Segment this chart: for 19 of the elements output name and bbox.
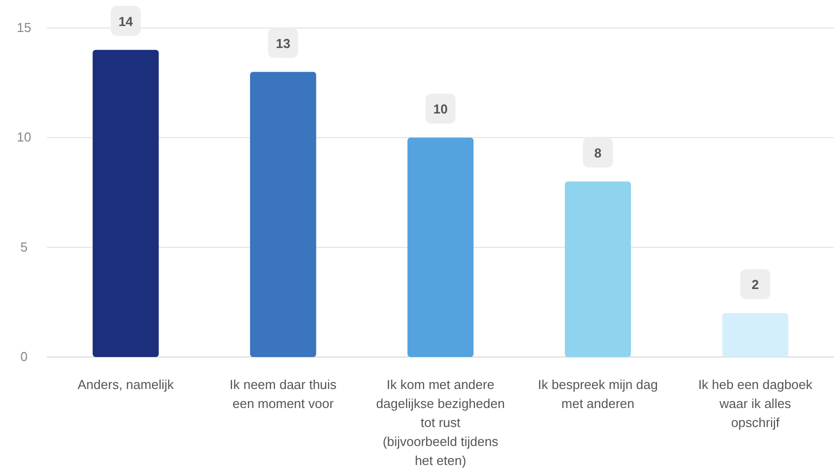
data-label: 2 [752,277,759,292]
x-tick-label: Ik kom met andere dagelijkse bezigheden tot rust (bijvoorbeeld tijdens het eten) [376,377,505,468]
bar [722,313,788,357]
y-tick-label: 15 [16,20,32,35]
y-tick-label: 5 [20,239,28,254]
data-label: 14 [118,14,134,29]
data-label: 13 [276,36,290,51]
y-tick-label: 0 [20,349,28,364]
bar [92,50,159,357]
data-label: 8 [594,146,602,161]
x-tick-label: Anders, namelijk [78,377,174,392]
bar [407,138,474,357]
x-tick-label: Ik neem daar thuis een moment voor [230,377,338,411]
data-label: 10 [433,102,448,117]
x-tick-label: Ik bespreek mijn dag met anderen [538,377,658,411]
bar [250,72,316,357]
bar [564,182,631,357]
y-tick-label: 10 [16,130,32,145]
x-tick-label: Ik heb een dagboek waar ik alles opschrijf [698,377,813,430]
